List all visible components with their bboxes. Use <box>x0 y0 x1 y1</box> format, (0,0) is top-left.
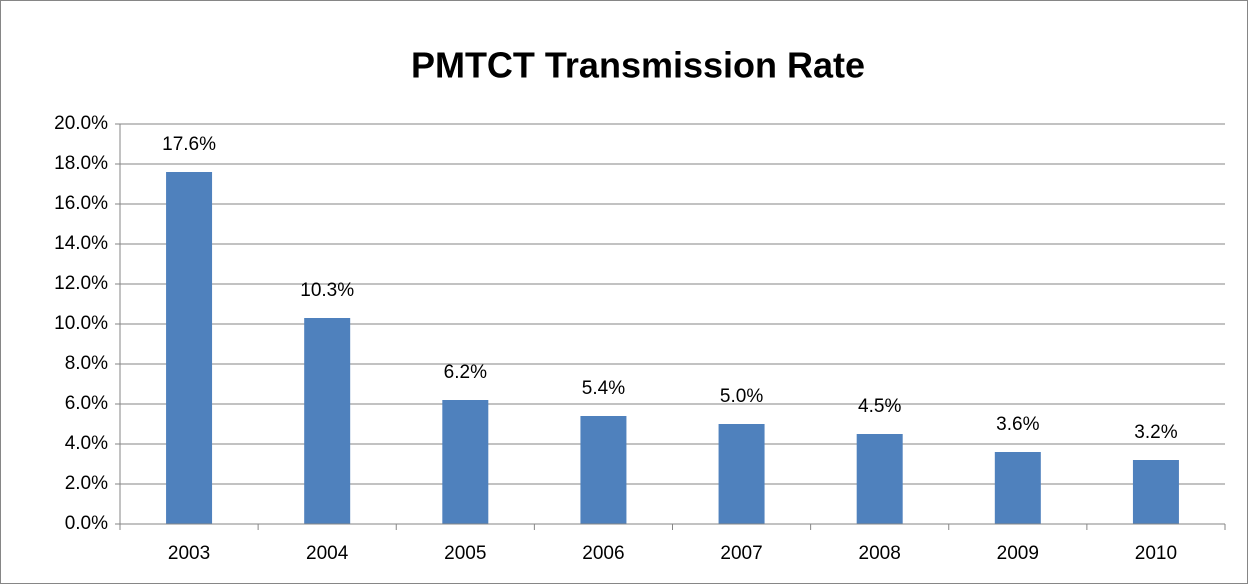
data-label: 3.2% <box>1134 422 1177 443</box>
bar <box>442 400 489 524</box>
x-tick-label: 2009 <box>997 543 1039 564</box>
data-label: 5.4% <box>582 378 625 399</box>
chart-title: PMTCT Transmission Rate <box>411 45 865 86</box>
data-label: 5.0% <box>720 386 763 407</box>
data-label: 6.2% <box>444 362 487 383</box>
y-tick-label: 12.0% <box>54 273 108 294</box>
bar <box>856 434 903 524</box>
y-tick-label: 6.0% <box>65 393 108 414</box>
x-tick-label: 2005 <box>444 543 486 564</box>
bar <box>994 452 1041 524</box>
x-tick-label: 2010 <box>1135 543 1177 564</box>
data-label: 10.3% <box>300 280 354 301</box>
y-tick-label: 20.0% <box>54 113 108 134</box>
y-tick-label: 8.0% <box>65 353 108 374</box>
bar <box>166 172 213 524</box>
y-tick-label: 2.0% <box>65 473 108 494</box>
x-tick-label: 2004 <box>306 543 349 564</box>
x-tick-label: 2003 <box>168 543 210 564</box>
bar <box>718 424 765 524</box>
y-tick-label: 16.0% <box>54 193 108 214</box>
bar <box>1132 460 1179 524</box>
data-label: 4.5% <box>858 396 901 417</box>
y-tick-label: 14.0% <box>54 233 108 254</box>
bar <box>580 416 627 524</box>
y-tick-label: 10.0% <box>54 313 108 334</box>
x-tick-label: 2007 <box>720 543 762 564</box>
x-tick-label: 2008 <box>859 543 901 564</box>
y-tick-label: 18.0% <box>54 153 108 174</box>
x-tick-label: 2006 <box>582 543 624 564</box>
bar <box>304 318 351 524</box>
data-label: 17.6% <box>162 134 216 155</box>
y-tick-label: 0.0% <box>65 513 108 534</box>
y-tick-label: 4.0% <box>65 433 108 454</box>
data-label: 3.6% <box>996 414 1039 435</box>
